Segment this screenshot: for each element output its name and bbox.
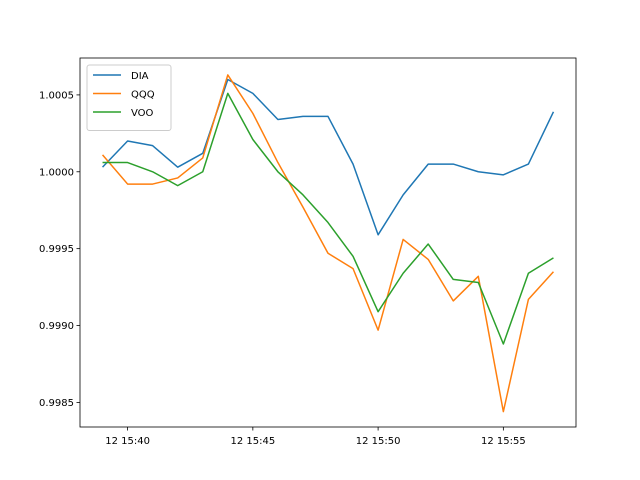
legend: DIA QQQ VOO: [86, 64, 172, 131]
plot-area-frame: [79, 57, 577, 428]
series-line-qqq: [101, 74, 555, 413]
y-tick-label: 1.0005: [39, 90, 74, 101]
y-tick-label: 1.0000: [39, 167, 74, 178]
legend-label-voo: VOO: [131, 108, 154, 119]
x-tick-label: 12 15:50: [356, 436, 401, 447]
legend-box: [86, 64, 172, 131]
series-line-voo: [102, 92, 554, 345]
series-line-dia: [102, 78, 555, 236]
y-tick-label: 0.9990: [39, 321, 74, 332]
x-tick-label: 12 15:45: [230, 436, 275, 447]
x-tick-label: 12 15:40: [105, 436, 150, 447]
series-lines: [101, 74, 555, 413]
legend-label-dia: DIA: [131, 71, 149, 82]
y-tick-label: 0.9985: [39, 398, 74, 409]
x-axis: 12 15:40 12 15:45 12 15:50 12 15:55: [105, 427, 526, 447]
y-axis: 1.0005 1.0000 0.9995 0.9990 0.9985: [39, 90, 80, 409]
y-tick-label: 0.9995: [39, 244, 74, 255]
legend-label-qqq: QQQ: [131, 90, 155, 101]
x-tick-label: 12 15:55: [481, 436, 526, 447]
